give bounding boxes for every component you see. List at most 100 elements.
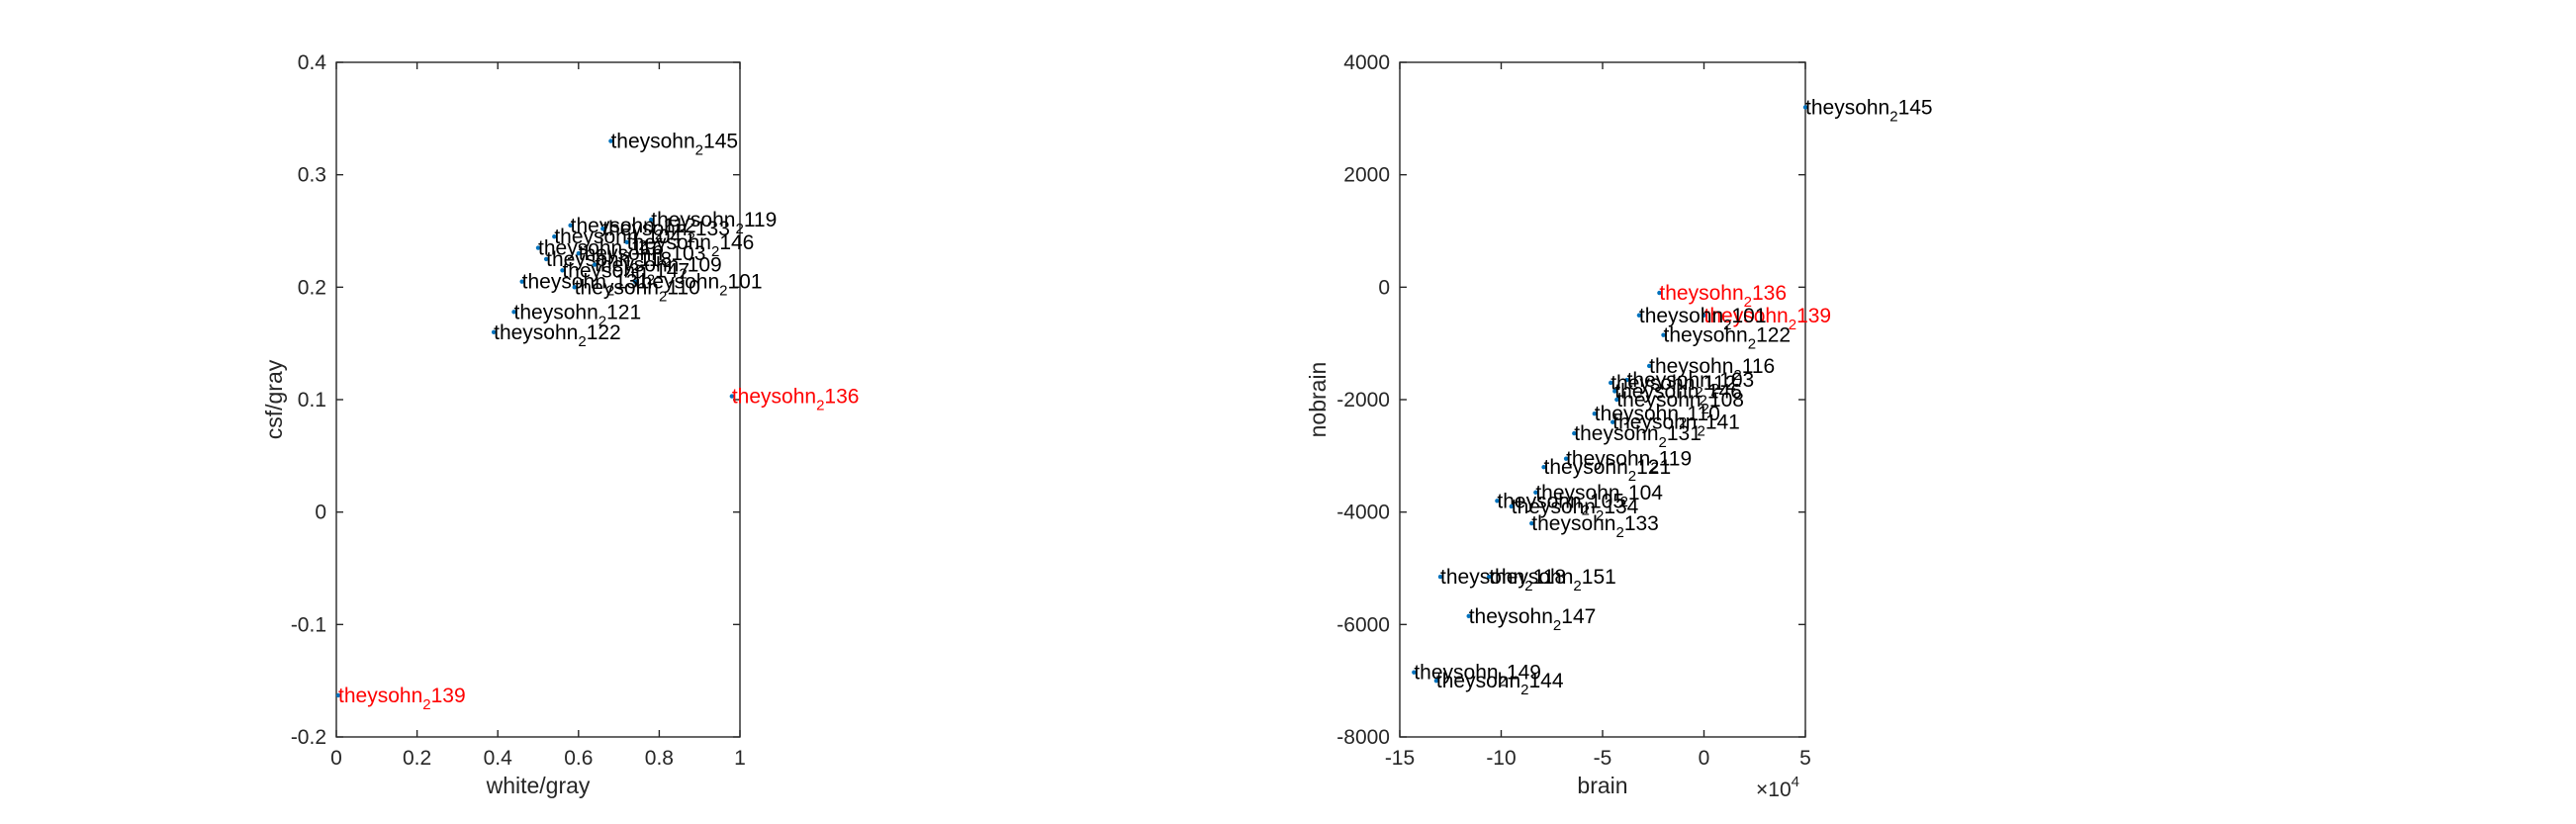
data-point-marker xyxy=(1509,504,1514,509)
data-point-marker xyxy=(1533,490,1538,495)
data-point-label: theysohn2103 xyxy=(579,242,706,271)
data-point-label: theysohn2119 xyxy=(1566,448,1692,477)
data-point-marker xyxy=(1466,613,1471,619)
scatter-plot-ratios: 0 0.2 0.4 0.6 0.8 1 -0.2 -0.1 0 0.1 0.2 0.3 0.4 white… xyxy=(261,51,859,798)
data-point-marker xyxy=(1702,313,1706,318)
data-point-marker xyxy=(543,256,549,262)
data-point-label: theysohn2119 xyxy=(651,209,777,237)
data-point-label: theysohn2145 xyxy=(610,131,738,159)
data-point-label: theysohn2121 xyxy=(514,301,642,329)
data-point-label: theysohn2144 xyxy=(1436,670,1564,698)
data-point-label: theysohn2136 xyxy=(732,386,860,414)
data-point-marker xyxy=(568,223,573,229)
data-point-marker xyxy=(1609,380,1613,386)
y-tick-label: -2000 xyxy=(1336,389,1390,412)
data-point-marker xyxy=(1592,412,1598,416)
x-tick-label: 0.4 xyxy=(484,747,513,770)
y-tick-label: -6000 xyxy=(1336,613,1390,636)
data-point-label: theysohn2110 xyxy=(575,276,700,305)
data-point-label: theysohn2145 xyxy=(1805,96,1933,125)
x-tick-label: 0.8 xyxy=(645,747,674,770)
x-exponent-label: ×104 xyxy=(1756,774,1799,801)
y-tick-label: 0.4 xyxy=(298,51,327,74)
x-tick-label: 0 xyxy=(1699,747,1710,770)
data-point-label: theysohn2139 xyxy=(338,685,466,713)
data-point-marker xyxy=(572,285,577,290)
data-point-marker xyxy=(1433,678,1439,684)
data-point-label: theysohn2146 xyxy=(627,231,755,260)
y-tick-label: -0.1 xyxy=(291,613,326,636)
axes-box xyxy=(1399,61,1806,738)
y-tick-label: 0 xyxy=(315,502,326,524)
data-point-label: theysohn2133 xyxy=(602,218,730,246)
data-point-marker xyxy=(491,329,497,334)
y-tick-label: 2000 xyxy=(1343,164,1390,187)
x-tick-label: -5 xyxy=(1594,747,1612,770)
data-point-marker xyxy=(632,279,638,284)
data-point-label: theysohn2118 xyxy=(546,248,672,277)
y-tick-label: 4000 xyxy=(1343,51,1390,74)
data-point-marker xyxy=(1657,290,1662,296)
data-point-marker xyxy=(519,279,524,284)
y-tick-label: 0.2 xyxy=(298,276,326,299)
data-point-marker xyxy=(1541,465,1546,470)
axes-box xyxy=(335,61,741,738)
data-point-label: theysohn2118 xyxy=(1440,566,1566,595)
data-point-label: theysohn2116 xyxy=(1649,355,1775,384)
data-point-marker xyxy=(335,692,341,698)
scatter-plot-volumes: -15 -10 -5 0 5 -8000 -6000 -4000 -2000 0 2000 4000 b… xyxy=(1305,51,1933,801)
data-point-label: theysohn2101 xyxy=(1639,305,1767,333)
data-point-marker xyxy=(1610,419,1615,424)
data-point-label: theysohn2134 xyxy=(1512,496,1639,524)
x-tick-label: -10 xyxy=(1486,747,1516,770)
y-tick-label: -4000 xyxy=(1336,502,1390,524)
x-tick-label: 1 xyxy=(734,747,746,770)
data-point-marker xyxy=(608,138,613,143)
data-point-marker xyxy=(1412,670,1417,675)
data-point-marker xyxy=(1646,363,1652,369)
data-point-label: theysohn2103 xyxy=(1627,369,1755,398)
x-tick-label: 0 xyxy=(330,747,342,770)
y-tick-label: -8000 xyxy=(1336,726,1390,749)
data-point-label: theysohn2105 xyxy=(1497,490,1624,518)
x-tick-label: 5 xyxy=(1799,747,1811,770)
x-tick-label: 0.6 xyxy=(564,747,593,770)
x-tick-label: 0.2 xyxy=(403,747,431,770)
data-point-label: theysohn2146 xyxy=(1614,380,1742,409)
data-point-marker xyxy=(1614,397,1619,403)
data-point-label: theysohn2149 xyxy=(1414,662,1541,690)
data-point-label: theysohn2141 xyxy=(1612,412,1740,440)
data-point-label: theysohn2139 xyxy=(1704,305,1832,333)
data-point-label: theysohn2147 xyxy=(562,259,690,288)
data-point-label: theysohn2136 xyxy=(1659,282,1787,311)
data-point-marker xyxy=(1661,332,1666,337)
data-point-marker xyxy=(729,394,735,399)
data-point-marker xyxy=(1529,520,1534,526)
data-point-label: theysohn2131 xyxy=(522,271,650,300)
y-axis-label: nobrain xyxy=(1305,362,1331,438)
data-point-marker xyxy=(1636,313,1642,318)
data-point-marker xyxy=(1624,377,1629,383)
data-point-marker xyxy=(552,233,557,239)
data-point-marker xyxy=(576,251,581,256)
x-tick-label: -15 xyxy=(1385,747,1415,770)
data-point-marker xyxy=(1802,105,1808,110)
data-point-label: theysohn2133 xyxy=(1531,512,1659,541)
data-point-label: theysohn2104 xyxy=(554,226,682,254)
x-axis-label: white/gray xyxy=(486,773,591,798)
y-axis-label: csf/gray xyxy=(261,359,287,439)
y-tick-label: 0.1 xyxy=(298,389,326,412)
data-point-marker xyxy=(600,227,605,231)
data-point-marker xyxy=(592,262,598,267)
data-point-label: theysohn2112 xyxy=(571,215,696,243)
data-point-label: theysohn2151 xyxy=(1489,566,1616,595)
data-point-marker xyxy=(560,268,565,273)
data-point-label: theysohn2109 xyxy=(595,254,722,283)
data-point-label: theysohn2112 xyxy=(1610,372,1736,401)
data-point-label: theysohn2108 xyxy=(1616,389,1744,417)
data-point-label: theysohn2101 xyxy=(635,271,763,300)
data-point-label: theysohn2104 xyxy=(1535,482,1663,510)
data-point-label: theysohn2147 xyxy=(1469,605,1597,634)
data-point-marker xyxy=(1495,499,1500,504)
